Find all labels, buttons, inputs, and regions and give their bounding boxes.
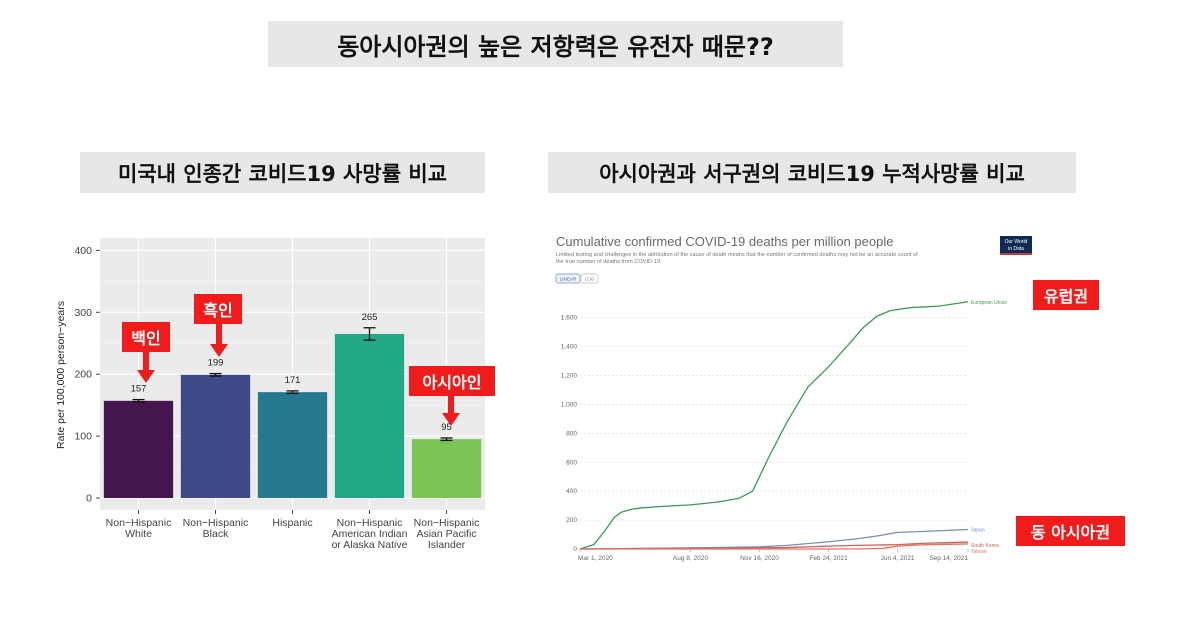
bar-y-tick-label: 300: [74, 307, 92, 319]
line-y-tick-label: 200: [566, 517, 577, 524]
series-label-european-union: European Union: [971, 300, 1007, 306]
line-y-tick-label: 600: [566, 459, 577, 466]
line-grid: [580, 317, 968, 550]
line-y-ticks: 0 200 400 600 800 1,000 1,200 1,400 1,600: [561, 315, 578, 553]
series-label-taiwan: Taiwan: [971, 549, 987, 555]
log-button[interactable]: [580, 273, 599, 284]
bar-value-label-0: 157: [131, 384, 147, 395]
bar-y-tick-label: 400: [74, 245, 92, 257]
bar-category-label-4: Islander: [428, 539, 466, 551]
bar-category-label-2: Hispanic: [272, 517, 312, 529]
bar-value-label-4: 95: [441, 422, 452, 433]
line-y-tick-label: 1,000: [561, 401, 578, 408]
bar-category-label-0: Non−Hispanic: [106, 517, 172, 529]
bar-1: [180, 374, 251, 498]
tag-asian: 아시아인: [409, 366, 495, 396]
line-y-tick-label: 1,200: [561, 373, 578, 380]
bar-category-label-1: Non−Hispanic: [183, 517, 249, 529]
line-chart-title: Cumulative confirmed COVID-19 deaths per…: [556, 234, 893, 249]
bar-category-label-3: American Indian: [332, 528, 408, 540]
right-chart-heading: 아시아권과 서구권의 코비드19 누적사망률 비교: [548, 152, 1076, 193]
bar-category-label-0: White: [125, 528, 152, 540]
bar-y-tick-label: 100: [74, 431, 92, 443]
line-x-tick-label: Feb 24, 2021: [809, 555, 848, 562]
left-chart-heading: 미국내 인종간 코비드19 사망률 비교: [80, 152, 485, 193]
main-title: 동아시아권의 높은 저항력은 유전자 때문??: [268, 21, 843, 67]
line-x-tick-label: Aug 8, 2020: [673, 555, 708, 562]
bar-value-label-2: 171: [285, 375, 301, 386]
scale-toggle[interactable]: LINEAR LOG: [555, 273, 599, 284]
bar-value-label-3: 265: [362, 312, 378, 323]
line-x-ticks: Mar 1, 2020 Aug 8, 2020 Nov 16, 2020 Feb 24…: [578, 549, 968, 562]
line-x-tick-label: Jun 4, 2021: [881, 555, 915, 562]
bar-4: [411, 439, 482, 498]
bar-category-label-4: Asian Pacific: [416, 528, 476, 540]
tag-white: 백인: [122, 322, 170, 352]
bar-category-label-1: Black: [203, 528, 229, 540]
line-y-tick-label: 0: [573, 546, 577, 553]
series-label-japan: Japan: [971, 527, 985, 533]
bar-category-label-3: or Alaska Native: [332, 539, 408, 551]
linear-button[interactable]: [555, 273, 581, 284]
line-chart-subtitle-2: the true number of deaths from COVID-19.: [556, 259, 662, 265]
logo-line-1: Our World: [1005, 239, 1028, 245]
cumulative-deaths-line-chart: Cumulative confirmed COVID-19 deaths per…: [555, 234, 1032, 562]
bar-y-ticks: 0 100 200 300 400: [74, 245, 100, 505]
bar-3: [334, 333, 405, 498]
bar-y-axis-label: Rate per 100,000 person−years: [55, 301, 67, 449]
series-taiwan: [580, 543, 969, 550]
bar-x-ticks: Non−HispanicWhiteNon−HispanicBlackHispan…: [106, 510, 480, 551]
logo-line-2: in Data: [1008, 246, 1024, 252]
bar-y-tick-label: 200: [74, 369, 92, 381]
tag-black: 흑인: [194, 294, 242, 324]
line-x-tick-label: Sep 14, 2021: [929, 555, 968, 562]
line-x-tick-label: Mar 1, 2020: [578, 555, 613, 562]
series-label-south-korea: South Korea: [971, 543, 999, 549]
bar-category-label-4: Non−Hispanic: [414, 517, 480, 529]
owid-logo: Our World in Data: [1000, 236, 1032, 255]
line-x-tick-label: Nov 16, 2020: [740, 555, 779, 562]
bar-y-tick-label: 0: [86, 493, 92, 505]
series-south-korea: [579, 541, 969, 550]
line-y-tick-label: 400: [566, 488, 577, 495]
line-y-tick-label: 800: [566, 430, 577, 437]
bar-0: [103, 400, 174, 498]
line-chart-subtitle-1: Limited testing and challenges in the at…: [556, 252, 918, 258]
tag-europe: 유럽권: [1033, 280, 1099, 310]
linear-button-label: LINEAR: [560, 277, 577, 282]
bar-category-label-3: Non−Hispanic: [337, 517, 403, 529]
line-y-tick-label: 1,400: [561, 344, 578, 351]
tag-east-asia: 동 아시아권: [1016, 516, 1125, 546]
series-european-union: [579, 301, 969, 550]
log-button-label: LOG: [585, 277, 595, 282]
bar-marks: 157 199 171 265 95: [103, 312, 482, 498]
line-series: [579, 301, 969, 550]
line-y-tick-label: 1,600: [561, 315, 578, 322]
bar-2: [257, 392, 328, 498]
bar-value-label-1: 199: [208, 358, 224, 369]
